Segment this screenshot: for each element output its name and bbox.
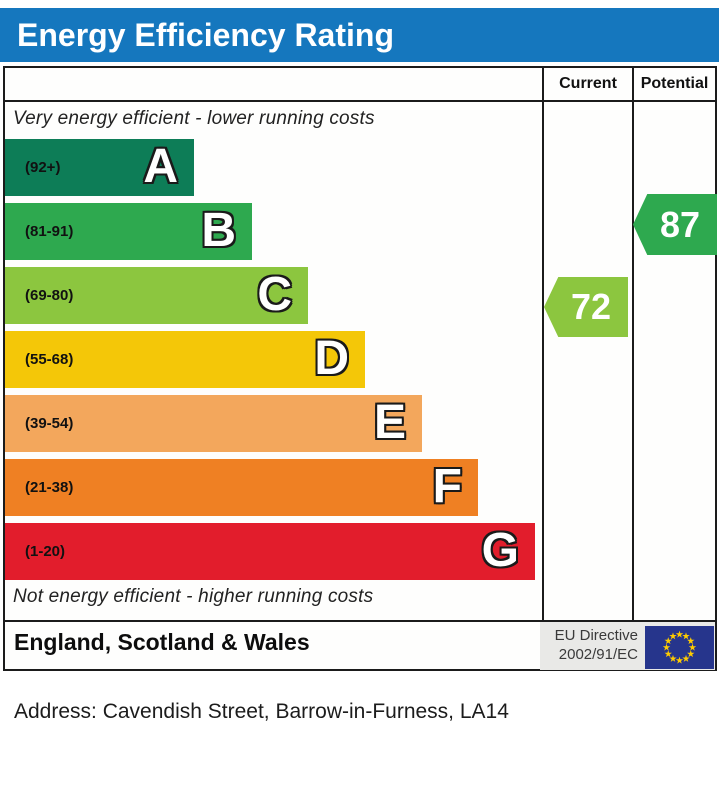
current-column-header: Current [559, 75, 617, 92]
band-b-range: (81-91) [25, 223, 74, 240]
band-b-letter: B [201, 204, 236, 257]
potential-column-divider [632, 68, 634, 620]
band-g-letter: G [481, 524, 519, 577]
band-g-range: (1-20) [25, 543, 66, 560]
band-f-letter: F [432, 460, 462, 513]
top-note: Very energy efficient - lower running co… [13, 108, 375, 129]
eu-directive-line2: 2002/91/EC [558, 646, 638, 663]
band-c-range: (69-80) [25, 287, 74, 304]
band-e-letter: E [373, 396, 406, 449]
address-line: Address: Cavendish Street, Barrow-in-Fur… [14, 700, 509, 723]
eu-directive-label: EU Directive 2002/91/EC [540, 626, 638, 664]
band-g: (1-20) G [5, 523, 535, 580]
potential-rating-value: 87 [659, 204, 701, 245]
band-d-range: (55-68) [25, 351, 74, 368]
potential-rating-arrow: 87 [633, 194, 717, 255]
region-label: England, Scotland & Wales [14, 629, 310, 655]
header-row-border [5, 100, 715, 102]
current-rating-value: 72 [570, 286, 612, 327]
band-d: (55-68) D [5, 331, 365, 388]
eu-flag-icon [645, 626, 714, 669]
eu-directive-line1: EU Directive [554, 627, 638, 644]
potential-column-header: Potential [640, 75, 709, 92]
bottom-note: Not energy efficient - higher running co… [13, 586, 374, 607]
band-d-letter: D [314, 332, 349, 385]
epc-rating-table: Current Potential Very energy efficient … [3, 66, 717, 671]
band-a: (92+) A [5, 139, 194, 196]
band-c: (69-80) C [5, 267, 308, 324]
band-b: (81-91) B [5, 203, 252, 260]
band-e-range: (39-54) [25, 415, 74, 432]
band-f: (21-38) F [5, 459, 478, 516]
band-f-range: (21-38) [25, 479, 74, 496]
current-column-divider [542, 68, 544, 620]
current-rating-arrow: 72 [544, 277, 628, 337]
band-a-range: (92+) [25, 159, 61, 176]
band-c-letter: C [257, 268, 292, 321]
band-e: (39-54) E [5, 395, 422, 452]
chart-title-bar: Energy Efficiency Rating [0, 8, 719, 62]
page-title: Energy Efficiency Rating [17, 17, 394, 53]
footer-row-border [5, 620, 715, 622]
band-a-letter: A [143, 140, 178, 193]
